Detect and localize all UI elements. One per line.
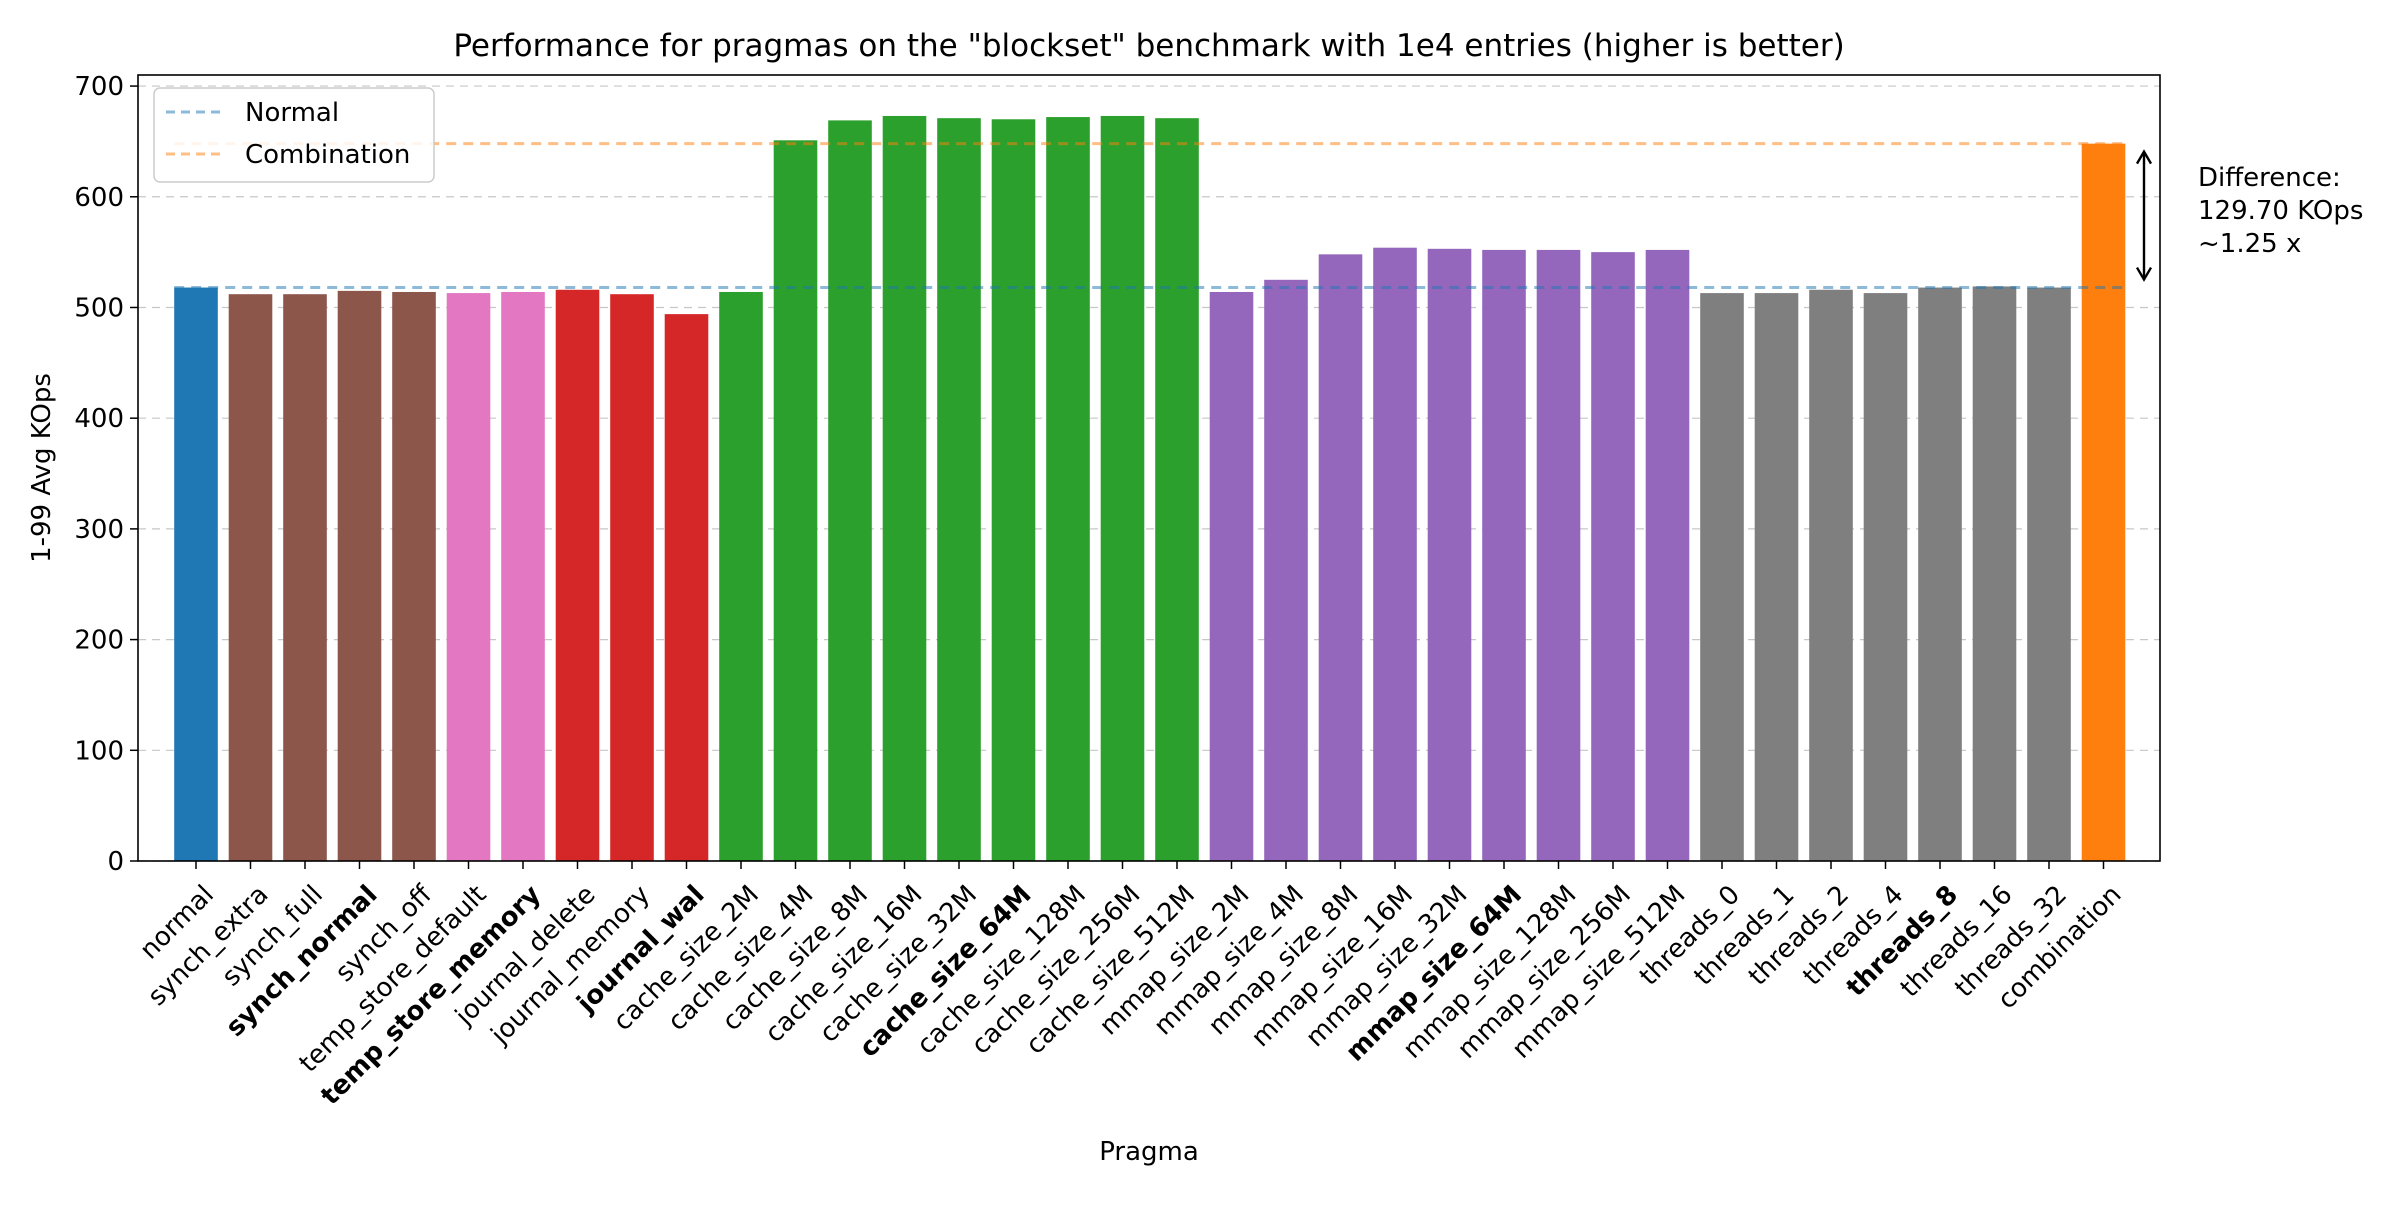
bar-cache-size-2M [719, 291, 763, 861]
bar-mmap-size-256M [1591, 252, 1635, 861]
chart-title: Performance for pragmas on the "blockset… [453, 28, 1844, 64]
bar-normal [174, 287, 218, 861]
bar-threads-1 [1754, 293, 1799, 862]
bar-synch-full [283, 294, 327, 862]
bar-mmap-size-512M [1645, 249, 1690, 862]
grid-layer [138, 85, 2160, 862]
y-tick-label: 600 [74, 183, 124, 213]
bar-cache-size-8M [828, 120, 872, 861]
y-tick-label: 100 [74, 736, 124, 766]
bar-mmap-size-4M [1264, 279, 1308, 861]
bar-mmap-size-8M [1318, 254, 1363, 862]
bar-temp-store-default [446, 293, 491, 862]
x-axis-ticks: normalsynch_extrasynch_fullsynch_normals… [134, 861, 2127, 1111]
bar-temp-store-memory [501, 291, 545, 861]
y-tick-label: 700 [74, 72, 124, 102]
bar-threads-2 [1809, 289, 1853, 861]
legend-label-normal: Normal [245, 98, 339, 128]
bar-journal-memory [610, 294, 654, 862]
bar-threads-8 [1918, 287, 1962, 861]
x-axis-title: Pragma [1099, 1137, 1199, 1167]
reference-lines-layer [174, 142, 2126, 290]
bar-cache-size-64M [991, 119, 1036, 862]
y-tick-label: 300 [74, 515, 124, 545]
difference-label-ratio: ~1.25 x [2198, 229, 2301, 259]
legend: Normal Combination [153, 87, 435, 183]
bar-combination [2081, 143, 2126, 862]
plot-frame [137, 74, 2161, 862]
legend-label-combination: Combination [245, 140, 410, 170]
y-axis-title: 1-99 Avg KOps [27, 373, 57, 563]
y-tick-label: 200 [74, 626, 124, 656]
bar-cache-size-512M [1155, 118, 1199, 862]
bar-mmap-size-32M [1427, 248, 1472, 861]
difference-label-value: 129.70 KOps [2198, 196, 2363, 226]
legend-box [153, 87, 435, 183]
difference-arrow-head-top [2135, 149, 2153, 165]
bar-threads-16 [1972, 286, 2017, 861]
bar-synch-normal [337, 290, 382, 861]
bar-cache-size-16M [882, 115, 927, 861]
y-axis-ticks: 0 100 200 300 400 500 600 700 [74, 72, 138, 877]
bar-cache-size-32M [937, 118, 981, 862]
bar-cache-size-128M [1046, 117, 1090, 861]
bar-mmap-size-2M [1209, 291, 1254, 861]
bar-cache-size-256M [1100, 115, 1145, 861]
bar-mmap-size-64M [1482, 249, 1526, 862]
bar-threads-4 [1863, 293, 1908, 862]
bar-cache-size-4M [773, 140, 818, 861]
difference-arrow-head-bottom [2135, 266, 2153, 282]
bar-journal-wal [664, 314, 709, 862]
bar-mmap-size-128M [1536, 249, 1581, 862]
bar-mmap-size-16M [1373, 247, 1417, 861]
difference-annotation: Difference: 129.70 KOps ~1.25 x [2135, 149, 2363, 282]
bar-synch-extra [228, 294, 273, 862]
y-tick-label: 0 [107, 847, 124, 877]
bar-threads-32 [2027, 287, 2071, 861]
bars-layer [174, 115, 2126, 862]
bar-threads-0 [1700, 293, 1744, 862]
bar-synch-off [392, 291, 436, 861]
y-tick-label: 500 [74, 293, 124, 323]
y-tick-label: 400 [74, 404, 124, 434]
difference-label-title: Difference: [2198, 163, 2341, 193]
bar-journal-delete [555, 289, 600, 861]
